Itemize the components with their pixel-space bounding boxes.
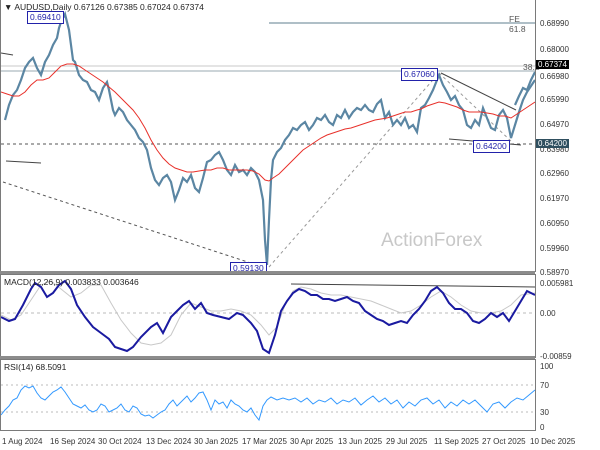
x-tick: 16 Sep 2024	[50, 437, 96, 446]
macd-pane[interactable]: MACD(12,26,9) 0.003833 0.003646	[0, 274, 536, 358]
ohlc-values: 0.67126 0.67385 0.67024 0.67374	[73, 2, 204, 12]
rsi-y-tick: 70	[540, 381, 549, 390]
x-tick: 17 Mar 2025	[242, 437, 287, 446]
x-tick: 30 Oct 2024	[98, 437, 142, 446]
fib-label: 38.2	[523, 62, 540, 72]
rsi-title: RSI(14) 68.5091	[4, 362, 67, 372]
macd-y-tick: 0.005981	[540, 279, 574, 288]
rsi-y-tick: 0	[540, 423, 545, 432]
macd-y-tick: -0.00859	[540, 352, 572, 361]
macd-chart	[1, 279, 535, 355]
pane-divider[interactable]	[0, 356, 535, 359]
x-tick: 30 Jan 2025	[194, 437, 239, 446]
y-tick: 0.66980	[540, 72, 569, 81]
x-tick: 13 Jun 2025	[338, 437, 383, 446]
y-tick: 0.61970	[540, 194, 569, 203]
y-tick: 0.60950	[540, 219, 569, 228]
y-tick: 0.64970	[540, 120, 569, 129]
y-tick: 0.62960	[540, 169, 569, 178]
pane-divider[interactable]	[0, 271, 535, 274]
x-tick: 10 Dec 2025	[530, 437, 576, 446]
rsi-pane[interactable]: RSI(14) 68.5091	[0, 359, 536, 431]
high-label-2: 0.67060	[401, 68, 438, 81]
symbol-label: AUDUSD,Daily	[14, 2, 72, 12]
y-tick: 0.65990	[540, 95, 569, 104]
x-tick: 11 Sep 2025	[434, 437, 479, 446]
chart-title: ▼ AUDUSD,Daily 0.67126 0.67385 0.67024 0…	[4, 2, 204, 12]
y-tick: 0.68990	[540, 19, 569, 28]
y-tick: 0.63980	[540, 145, 569, 154]
fe-label: FE 61.8	[509, 14, 526, 34]
price-chart	[1, 10, 535, 268]
y-tick: 0.59960	[540, 244, 569, 253]
dropdown-arrow-icon[interactable]: ▼	[4, 2, 13, 12]
rsi-chart	[1, 384, 535, 422]
x-tick: 27 Oct 2025	[482, 437, 526, 446]
y-tick: 0.68000	[540, 45, 569, 54]
high-label-1: 0.69410	[27, 11, 64, 24]
current-price-tag: 0.67374	[536, 60, 569, 69]
macd-title: MACD(12,26,9) 0.003833 0.003646	[4, 277, 139, 287]
y-tick: 0.58970	[540, 268, 569, 277]
rsi-y-tick: 30	[540, 408, 549, 417]
x-tick: 13 Dec 2024	[146, 437, 192, 446]
macd-y-tick: 0.00	[540, 309, 556, 318]
watermark: ActionForex	[381, 230, 483, 251]
price-pane[interactable]: ▼ AUDUSD,Daily 0.67126 0.67385 0.67024 0…	[0, 0, 540, 275]
low-label-2: 0.64200	[473, 140, 510, 153]
support-price-tag: 0.64200	[536, 139, 569, 148]
rsi-y-tick: 100	[540, 362, 554, 371]
x-tick: 30 Apr 2025	[290, 437, 334, 446]
x-tick: 29 Jul 2025	[386, 437, 428, 446]
x-tick: 1 Aug 2024	[2, 437, 43, 446]
